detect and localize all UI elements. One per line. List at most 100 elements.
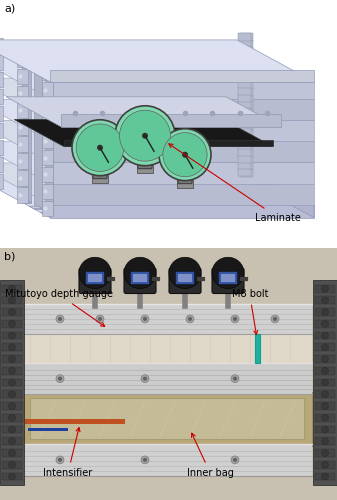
Bar [315,390,335,398]
Polygon shape [42,167,53,182]
Polygon shape [0,57,314,99]
Bar [315,344,335,351]
Circle shape [8,402,16,409]
Polygon shape [0,38,3,54]
Circle shape [56,456,64,464]
Bar [219,272,237,283]
Bar [240,128,253,136]
Bar [2,308,22,316]
Bar [22,444,312,476]
Polygon shape [33,73,42,208]
Bar [240,115,253,123]
Bar [178,274,192,282]
Circle shape [8,379,16,386]
Bar [238,40,251,48]
Bar [238,134,251,142]
Circle shape [124,258,156,288]
Circle shape [8,297,16,304]
Circle shape [56,315,64,323]
Circle shape [159,128,211,180]
Polygon shape [14,120,273,146]
Bar [315,402,335,410]
Circle shape [233,458,237,462]
Bar [88,274,102,282]
Circle shape [141,456,149,464]
Bar [238,60,251,68]
Circle shape [141,374,149,382]
Polygon shape [42,99,53,114]
Circle shape [321,344,329,351]
Bar [137,164,153,172]
Circle shape [120,110,171,161]
Circle shape [231,315,239,323]
Bar [240,122,253,130]
Polygon shape [42,65,53,80]
Circle shape [8,462,16,468]
Bar [2,414,22,422]
Polygon shape [0,157,3,172]
Bar [238,148,251,156]
Bar [315,461,335,468]
Bar [30,398,304,440]
Polygon shape [0,140,3,155]
Text: Intensifier: Intensifier [43,428,93,478]
Bar [2,284,22,292]
Polygon shape [50,205,314,218]
Bar [238,87,251,95]
Bar [240,74,253,82]
FancyBboxPatch shape [178,164,192,184]
Polygon shape [23,67,31,202]
Polygon shape [50,162,314,184]
Bar [2,449,22,457]
Circle shape [321,356,329,362]
Bar [238,162,251,170]
Circle shape [321,462,329,468]
Polygon shape [17,120,28,134]
Bar [240,136,253,143]
Circle shape [231,456,239,464]
Polygon shape [42,150,53,165]
Polygon shape [0,100,314,141]
Bar [315,426,335,434]
Text: M8 bolt: M8 bolt [232,290,268,335]
Bar [240,54,253,62]
Bar [240,162,253,170]
Circle shape [8,473,16,480]
Circle shape [8,285,16,292]
Polygon shape [0,89,3,104]
Polygon shape [0,72,3,88]
Polygon shape [42,133,53,148]
Polygon shape [237,163,314,218]
Polygon shape [64,140,273,146]
Circle shape [233,376,237,380]
Polygon shape [17,170,28,186]
Circle shape [141,315,149,323]
Circle shape [321,473,329,480]
Circle shape [79,258,111,288]
Circle shape [8,368,16,374]
Polygon shape [40,212,53,214]
Bar [315,414,335,422]
Circle shape [321,414,329,421]
Bar [238,94,251,102]
Circle shape [8,438,16,444]
Bar [238,128,251,136]
Bar [238,100,251,108]
Polygon shape [0,176,314,218]
Circle shape [143,376,147,380]
Polygon shape [0,106,3,122]
FancyBboxPatch shape [138,148,152,169]
Polygon shape [0,78,314,120]
Polygon shape [42,184,53,199]
Polygon shape [50,70,314,82]
Polygon shape [17,52,28,67]
Circle shape [321,426,329,433]
Text: Mitutoyo depth gauge: Mitutoyo depth gauge [5,290,113,327]
Bar [2,472,22,480]
Circle shape [115,106,175,166]
Circle shape [58,458,62,462]
Bar [315,284,335,292]
Bar [240,60,253,68]
Bar [2,332,22,340]
Polygon shape [0,163,314,205]
